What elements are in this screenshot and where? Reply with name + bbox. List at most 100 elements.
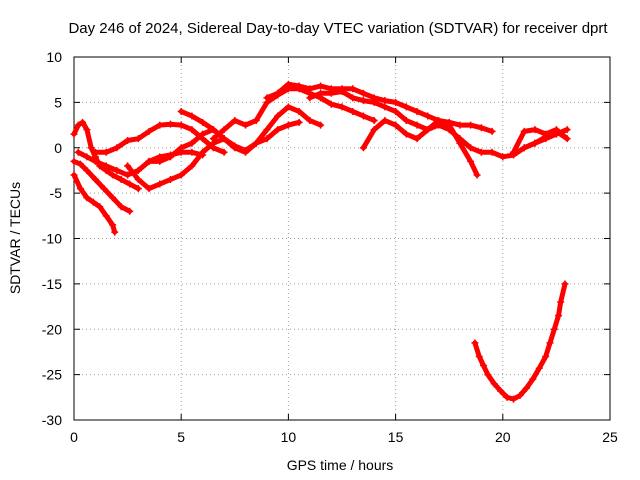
data-point (199, 148, 207, 156)
data-point (166, 153, 174, 161)
data-point (199, 118, 207, 126)
data-point (102, 148, 110, 156)
data-point (102, 162, 110, 170)
data-point (177, 121, 185, 129)
data-point (124, 162, 132, 170)
data-point (100, 185, 108, 193)
data-point (113, 166, 121, 174)
data-point (188, 148, 196, 156)
data-point (555, 312, 563, 320)
y-tick-label: 10 (46, 49, 62, 65)
data-point (531, 126, 539, 134)
data-point (327, 89, 335, 97)
data-point (284, 121, 292, 129)
data-point (145, 127, 153, 135)
data-point (546, 339, 554, 347)
data-point (424, 112, 432, 120)
data-point (199, 130, 207, 138)
y-tick-label: -25 (42, 367, 62, 383)
y-tick-label: -10 (42, 231, 62, 247)
data-point (220, 126, 228, 134)
data-point (263, 94, 271, 102)
data-point (145, 185, 153, 193)
data-point (349, 107, 357, 115)
series-line-track-12 (360, 118, 480, 178)
data-point (381, 117, 389, 125)
data-point (563, 135, 571, 143)
data-point (102, 212, 110, 220)
data-point (424, 126, 432, 134)
y-tick-label: -30 (42, 412, 62, 428)
data-point (91, 148, 99, 156)
axis-ticks: 0 5 10 15 20 25 10 5 0 -5 -10 -15 -20 -25 -30 (42, 49, 618, 445)
y-tick-label: -20 (42, 321, 62, 337)
data-point (242, 121, 250, 129)
x-tick-label: 15 (388, 429, 404, 445)
data-point (76, 160, 84, 168)
data-point (535, 364, 543, 372)
data-point (392, 121, 400, 129)
series-line-track-8 (178, 104, 324, 153)
data-point (510, 148, 518, 156)
data-point (522, 384, 530, 392)
data-point (477, 148, 485, 156)
x-tick-label: 10 (281, 429, 297, 445)
data-point (370, 117, 378, 125)
data-point (467, 121, 475, 129)
data-point (370, 126, 378, 134)
data-point (134, 185, 142, 193)
data-point (480, 362, 488, 370)
data-point (499, 153, 507, 161)
data-point (317, 89, 325, 97)
y-axis-label: SDTVAR / TECUs (7, 182, 23, 294)
data-point (126, 180, 134, 188)
data-point (252, 139, 260, 147)
data-point (274, 89, 282, 97)
data-point (79, 118, 87, 126)
x-tick-label: 5 (177, 429, 185, 445)
data-point (359, 144, 367, 152)
data-point (284, 80, 292, 88)
data-point (531, 139, 539, 147)
data-point (306, 117, 314, 125)
data-point (529, 375, 537, 383)
data-point (209, 135, 217, 143)
data-point (177, 107, 185, 115)
data-point (561, 280, 569, 288)
data-point (188, 162, 196, 170)
x-axis-label: GPS time / hours (287, 457, 394, 473)
data-point (338, 87, 346, 95)
data-point (542, 352, 550, 360)
series-line-track-13 (511, 127, 570, 155)
data-point (295, 82, 303, 90)
data-point (503, 393, 511, 401)
data-point (520, 127, 528, 135)
data-point (263, 135, 271, 143)
series-line-track-3 (71, 172, 118, 235)
data-point (87, 144, 95, 152)
data-point (166, 176, 174, 184)
data-point (445, 121, 453, 129)
data-point (475, 352, 483, 360)
data-point (349, 94, 357, 102)
data-point (434, 117, 442, 125)
data-point (96, 203, 104, 211)
data-point (456, 139, 464, 147)
data-point (252, 117, 260, 125)
data-point (402, 103, 410, 111)
data-point (284, 103, 292, 111)
data-point (134, 166, 142, 174)
data-point (83, 166, 91, 174)
grid-lines (74, 57, 610, 420)
series-line-track-9 (210, 86, 377, 142)
x-tick-label: 0 (70, 429, 78, 445)
data-point (381, 103, 389, 111)
x-tick-label: 20 (495, 429, 511, 445)
data-point (83, 126, 91, 134)
data-point (488, 127, 496, 135)
data-point (70, 157, 78, 165)
data-point (109, 221, 117, 229)
data-point (295, 107, 303, 115)
data-point (70, 171, 78, 179)
data-point (83, 194, 91, 202)
